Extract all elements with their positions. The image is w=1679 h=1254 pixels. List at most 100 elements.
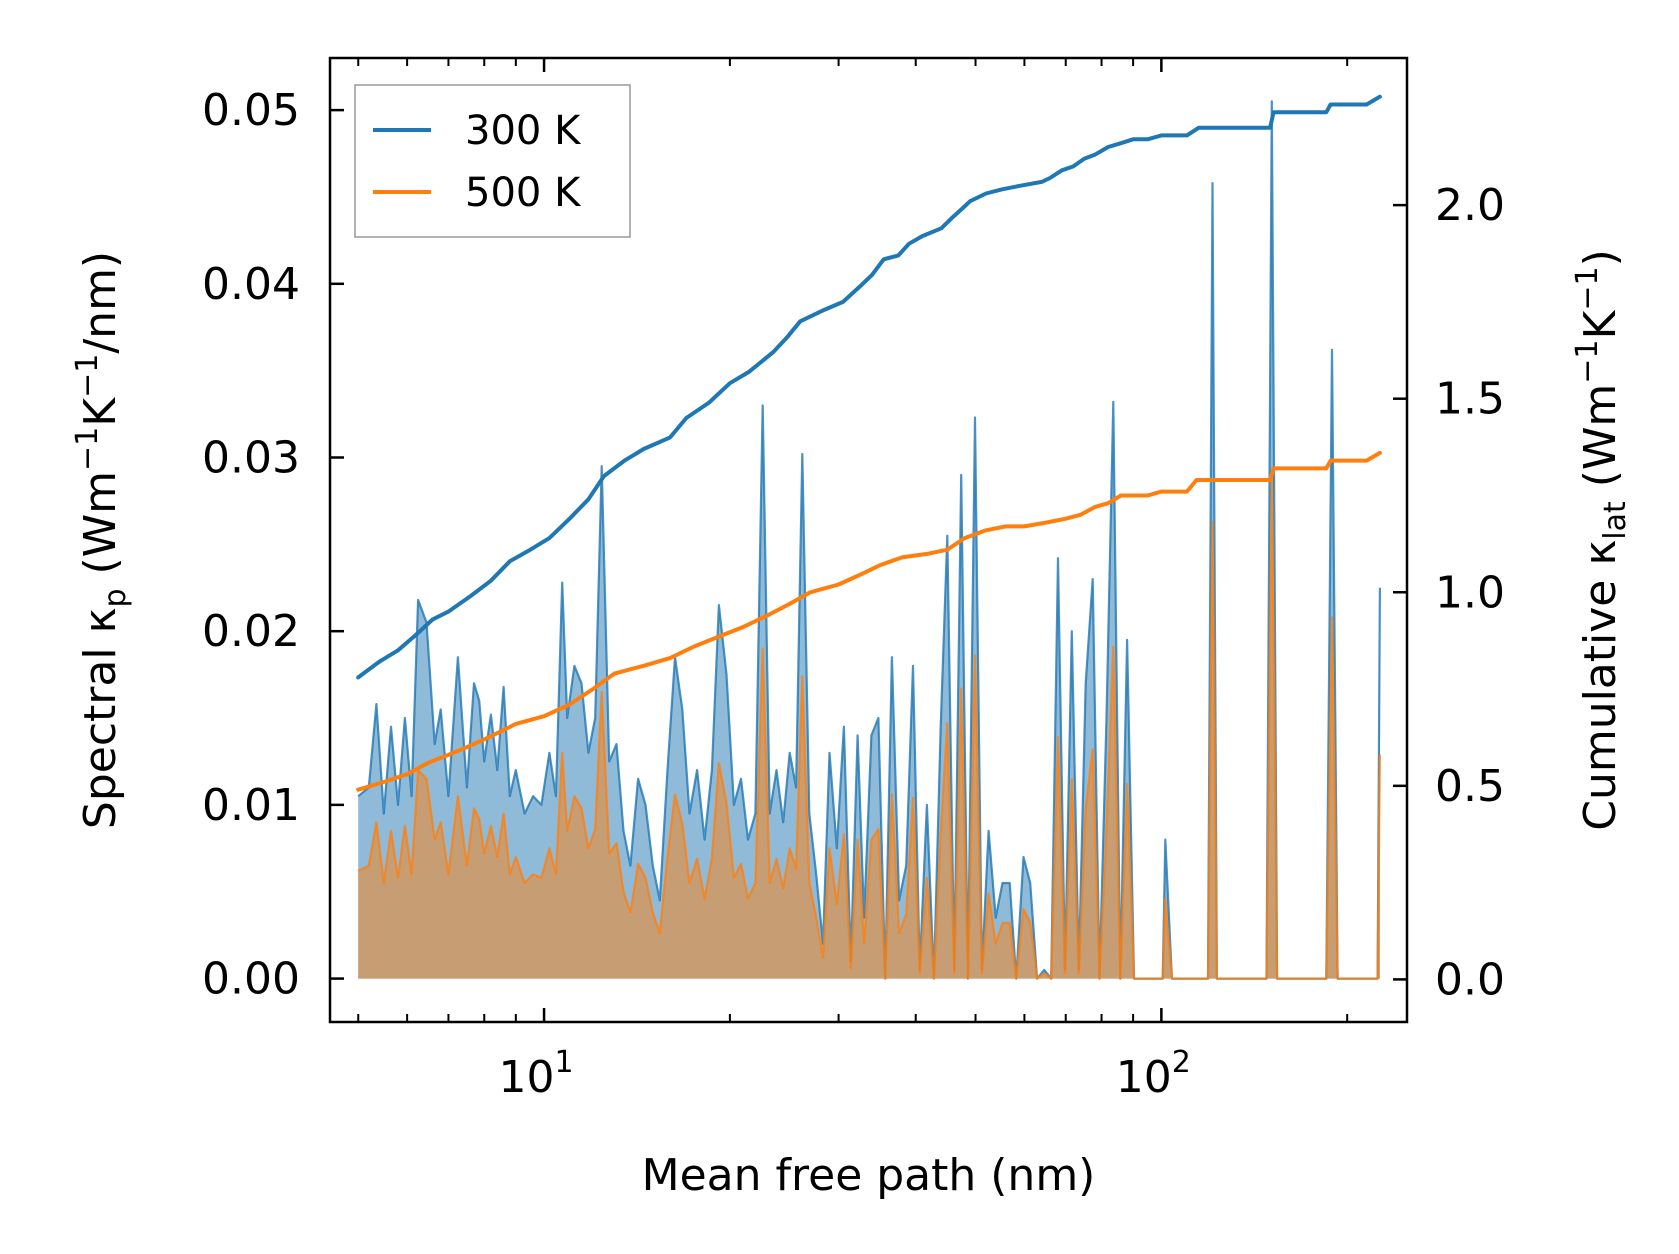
cumulative-point-300k <box>871 274 873 276</box>
spectral-point-300k <box>711 769 713 771</box>
spectral-point-500k <box>1379 754 1381 756</box>
spectral-point-300k <box>637 778 639 780</box>
cumulative-point-300k <box>1326 111 1328 113</box>
cumulative-point-300k <box>643 448 645 450</box>
spectral-point-300k <box>836 848 838 850</box>
cumulative-point-500k <box>1094 506 1096 508</box>
spectral-point-300k <box>515 769 517 771</box>
legend: 300 K 500 K <box>354 84 631 238</box>
spectral-point-300k <box>483 761 485 763</box>
spectral-point-500k <box>981 973 983 975</box>
spectral-point-500k <box>483 853 485 855</box>
cumulative-point-500k <box>863 572 865 574</box>
cumulative-point-500k <box>1080 514 1082 516</box>
spectral-point-300k <box>473 683 475 685</box>
spectral-point-500k <box>478 818 480 820</box>
cumulative-point-500k <box>1379 452 1381 454</box>
cumulative-point-300k <box>470 595 472 597</box>
cumulative-point-500k <box>1005 526 1007 528</box>
cumulative-point-300k <box>908 243 910 245</box>
legend-label: 300 K <box>465 108 582 154</box>
spectral-point-500k <box>898 933 900 935</box>
spectral-point-500k <box>561 752 563 754</box>
spectral-point-500k <box>740 863 742 865</box>
left-y-axis-label: Spectral κp (Wm−1K−1/nm) <box>70 251 133 829</box>
spectral-point-500k <box>1036 978 1038 980</box>
spectral-point-500k <box>594 828 596 830</box>
spectral-point-300k <box>478 700 480 702</box>
x-tick-base: 10 <box>1116 1052 1172 1103</box>
right-y-axis-label: Cumulative κlat (Wm−1K−1) <box>1570 249 1633 831</box>
cumulative-point-500k <box>406 773 408 775</box>
spectral-point-300k <box>809 813 811 815</box>
cumulative-point-300k <box>749 371 751 373</box>
cumulative-point-500k <box>500 731 502 733</box>
spectral-point-300k <box>509 795 511 797</box>
spectral-point-500k <box>905 914 907 916</box>
legend-box <box>354 84 631 238</box>
right-y-tick-label: 2.0 <box>1435 180 1505 231</box>
cumulative-point-300k <box>415 634 417 636</box>
spectral-point-500k <box>549 848 551 850</box>
cumulative-point-300k <box>397 650 399 652</box>
spectral-point-500k <box>1106 828 1108 830</box>
spectral-point-300k <box>974 417 976 419</box>
spectral-point-300k <box>769 813 771 815</box>
cumulative-line-500k <box>356 450 1382 792</box>
left-y-tick-label: 0.01 <box>202 780 300 831</box>
spectral-point-300k <box>549 752 551 754</box>
spectral-point-500k <box>789 848 791 850</box>
cumulative-point-500k <box>592 688 594 690</box>
cumulative-point-300k <box>1061 170 1063 172</box>
cumulative-point-500k <box>901 557 903 559</box>
spectral-point-300k <box>871 735 873 737</box>
spectral-point-500k <box>857 839 859 841</box>
cumulative-point-300k <box>1366 104 1368 106</box>
cumulative-point-300k <box>787 336 789 338</box>
spectral-point-300k <box>574 665 576 667</box>
spectral-point-300k <box>497 769 499 771</box>
spectral-point-300k <box>898 900 900 902</box>
spectral-point-300k <box>466 787 468 789</box>
spectral-point-500k <box>1266 978 1268 980</box>
spectral-point-500k <box>652 912 654 914</box>
spectral-point-300k <box>689 813 691 815</box>
cumulative-point-300k <box>530 549 532 551</box>
spectral-point-500k <box>1043 973 1045 975</box>
spectral-point-500k <box>440 822 442 824</box>
spectral-point-300k <box>490 714 492 716</box>
spectral-point-300k <box>891 656 893 658</box>
left-y-tick-label: 0.04 <box>202 259 300 310</box>
cumulative-point-300k <box>1041 181 1043 183</box>
cumulative-point-500k <box>543 715 545 717</box>
spectral-point-500k <box>357 870 359 872</box>
cumulative-point-500k <box>614 673 616 675</box>
spectral-point-500k <box>383 882 385 884</box>
cumulative-point-500k <box>1045 522 1047 524</box>
spectral-point-500k <box>1162 978 1164 980</box>
spectral-point-500k <box>995 943 997 945</box>
spectral-point-300k <box>1009 882 1011 884</box>
spectral-point-300k <box>652 865 654 867</box>
cumulative-point-300k <box>729 382 731 384</box>
spectral-point-300k <box>581 683 583 685</box>
spectral-point-500k <box>884 978 886 980</box>
spectral-point-300k <box>947 535 949 537</box>
cumulative-point-300k <box>669 437 671 439</box>
cumulative-point-500k <box>1269 479 1271 481</box>
spectral-point-300k <box>726 674 728 676</box>
right-y-axis-label-unit-a: (Wm <box>1575 384 1626 502</box>
spectral-point-500k <box>368 865 370 867</box>
cumulative-point-300k <box>772 351 774 353</box>
spectral-point-500k <box>630 912 632 914</box>
spectral-point-500k <box>497 856 499 858</box>
right-y-tick-label: 1.5 <box>1435 374 1505 425</box>
cumulative-point-300k <box>686 417 688 419</box>
spectral-point-500k <box>926 877 928 879</box>
cumulative-point-500k <box>722 634 724 636</box>
spectral-point-300k <box>718 604 720 606</box>
spectral-point-500k <box>1276 978 1278 980</box>
spectral-point-500k <box>954 973 956 975</box>
right-y-axis-label-unit-c: ) <box>1575 249 1626 266</box>
spectral-point-500k <box>390 830 392 832</box>
